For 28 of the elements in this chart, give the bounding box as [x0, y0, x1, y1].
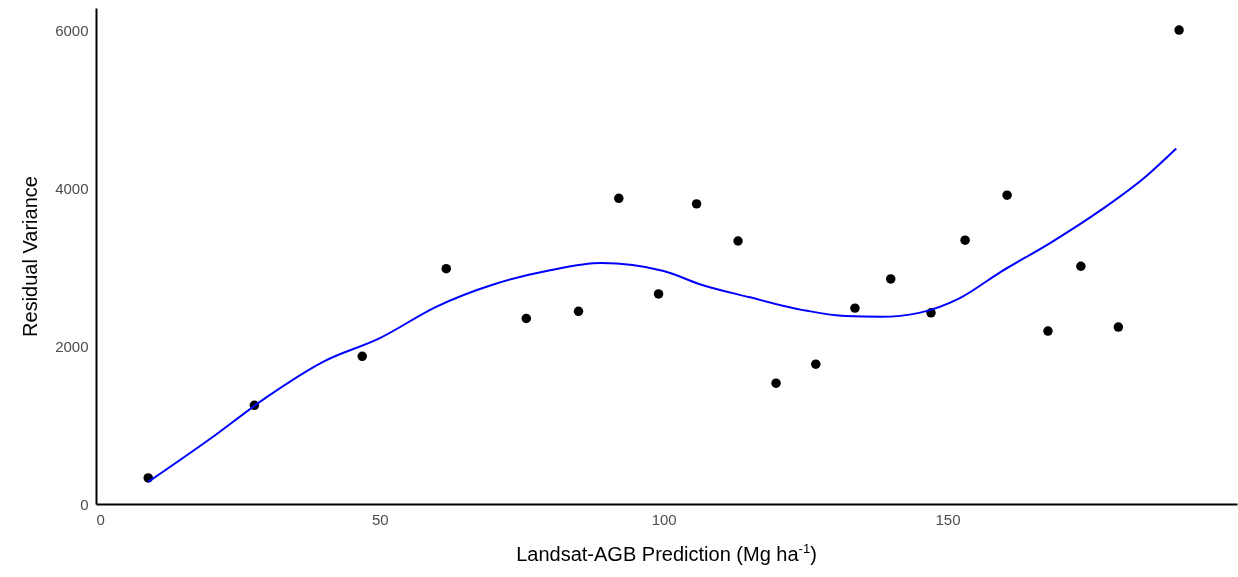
y-axis-title: Residual Variance	[19, 176, 42, 337]
point	[850, 303, 860, 313]
point	[614, 193, 624, 204]
y-tick-label: 2000	[55, 337, 89, 355]
point	[885, 274, 896, 284]
point	[1043, 326, 1053, 336]
point	[653, 289, 664, 299]
x-tick-label: 0	[96, 510, 105, 528]
x-axis-title: Landsat-AGB Prediction (Mg ha$^{-1}$)	[515, 541, 818, 566]
x-tick-label: 150	[935, 510, 961, 528]
point	[691, 199, 702, 209]
x-tick-label: 100	[651, 510, 677, 528]
point	[960, 235, 970, 245]
point	[1076, 261, 1086, 271]
y-tick-label: 4000	[55, 179, 89, 197]
point	[811, 359, 821, 369]
point	[357, 351, 367, 362]
point	[441, 263, 451, 274]
point	[733, 236, 743, 246]
x-tick-label: 50	[371, 510, 389, 528]
point	[573, 306, 584, 317]
point	[1174, 25, 1184, 35]
point	[1113, 322, 1124, 332]
point	[1002, 190, 1012, 200]
point	[521, 313, 532, 324]
point	[771, 378, 781, 388]
y-tick-label: 6000	[55, 21, 89, 39]
y-tick-label: 0	[80, 495, 89, 513]
